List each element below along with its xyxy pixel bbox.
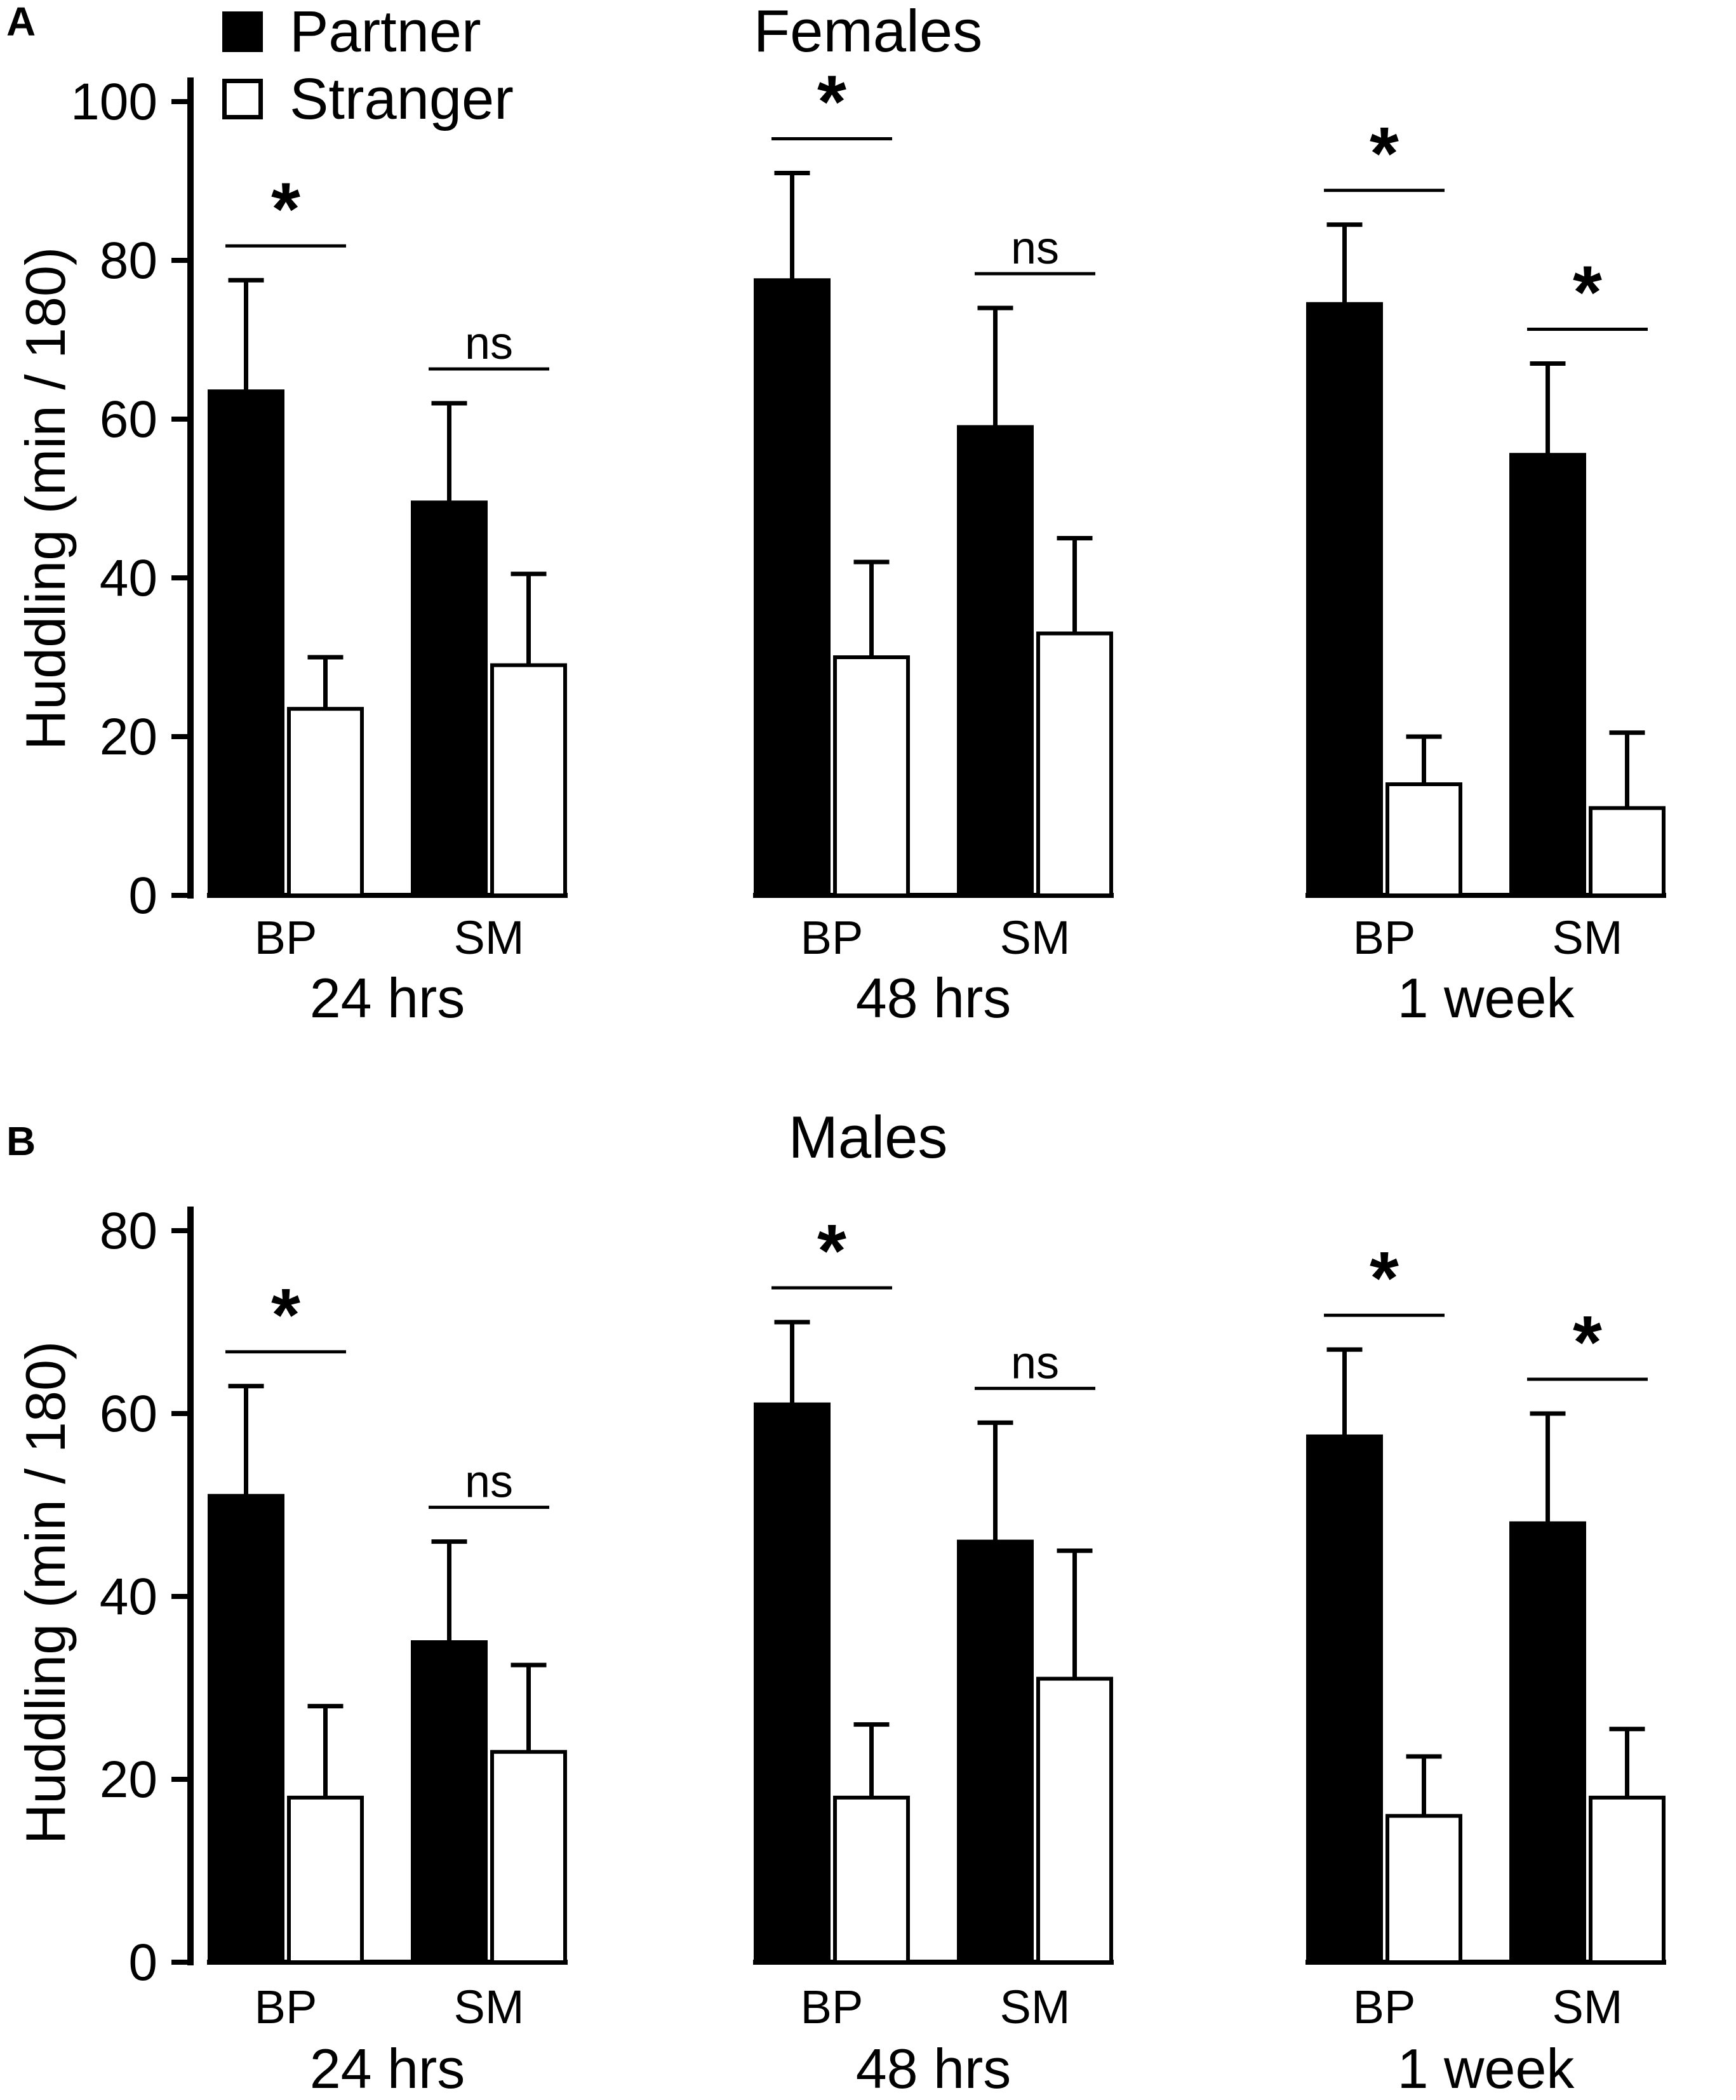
y-tick-label: 60: [100, 1385, 157, 1443]
bar-partner: [1509, 1521, 1586, 1964]
group-label: 1 week: [1398, 2037, 1575, 2100]
bar-stranger: [287, 707, 364, 897]
y-tick-label: 80: [100, 1202, 157, 1260]
y-tick-label: 20: [100, 708, 157, 766]
legend-label-stranger: Stranger: [290, 67, 514, 131]
x-tick-label: SM: [1552, 911, 1623, 964]
y-tick-label: 40: [100, 1568, 157, 1626]
bar-stranger: [1385, 1814, 1462, 1964]
x-tick-label: SM: [454, 911, 524, 964]
significance-ns: ns: [1011, 1337, 1059, 1388]
group-label: 48 hrs: [856, 2037, 1012, 2100]
significance-star: *: [817, 1209, 846, 1293]
bar-partner: [754, 1402, 831, 1964]
y-axis-label-females: Huddling (min / 180): [14, 246, 77, 751]
bar-stranger: [1589, 1795, 1666, 1965]
group-label: 24 hrs: [310, 2037, 465, 2100]
significance-ns: ns: [1011, 223, 1059, 274]
panel-males: 0 20 40 60 80 BP * SM ns 24 hrs BP * SM ns 48 hrs BP * SM…: [0, 1035, 1736, 2100]
bar-stranger: [287, 1795, 364, 1965]
y-tick-label: 60: [100, 391, 157, 448]
bar-stranger: [490, 663, 567, 897]
significance-star: *: [1573, 1301, 1602, 1384]
x-tick-label: BP: [255, 911, 317, 964]
legend-label-partner: Partner: [290, 0, 481, 64]
y-tick-label: 0: [128, 867, 157, 925]
bar-stranger: [833, 655, 910, 897]
x-tick-label: BP: [801, 1981, 864, 2033]
bar-partner: [208, 1494, 284, 1964]
bar-partner: [754, 278, 831, 897]
significance-ns: ns: [465, 318, 513, 369]
x-tick-label: BP: [255, 1981, 317, 2033]
significance-star: *: [271, 1273, 300, 1357]
bar-partner: [411, 500, 488, 897]
bar-stranger: [1589, 806, 1666, 897]
legend-item-partner: Partner: [222, 3, 514, 61]
x-tick-label: SM: [1000, 911, 1071, 964]
significance-star: *: [1573, 251, 1602, 335]
group-label: 24 hrs: [310, 966, 465, 1029]
bar-partner: [957, 425, 1034, 897]
bar-stranger: [833, 1795, 910, 1965]
bar-stranger: [1036, 1676, 1113, 1964]
y-tick-label: 0: [128, 1934, 157, 1991]
y-tick-label: 100: [70, 73, 157, 131]
significance-star: *: [1370, 1236, 1399, 1320]
legend: Partner Stranger: [222, 3, 514, 128]
bar-partner: [1306, 1435, 1383, 1964]
bar-partner: [1306, 302, 1383, 897]
panel-label-b: B: [6, 1118, 36, 1164]
group-label: 48 hrs: [856, 966, 1012, 1029]
y-axis-label-males: Huddling (min / 180): [14, 1341, 77, 1845]
y-tick-label: 20: [100, 1751, 157, 1809]
significance-star: *: [271, 167, 300, 251]
partner-swatch-icon: [222, 11, 263, 52]
legend-item-stranger: Stranger: [222, 70, 514, 128]
y-tick-label: 40: [100, 549, 157, 607]
chart-title-males: Males: [788, 1104, 948, 1170]
x-tick-label: SM: [1000, 1981, 1071, 2033]
bar-partner: [1509, 453, 1586, 897]
significance-ns: ns: [465, 1457, 513, 1508]
chart-title-females: Females: [753, 0, 983, 64]
group-label: 1 week: [1398, 966, 1575, 1029]
x-tick-label: BP: [801, 911, 864, 964]
stranger-swatch-icon: [222, 79, 263, 119]
x-tick-label: SM: [1552, 1981, 1623, 2033]
significance-star: *: [1370, 112, 1399, 196]
x-tick-label: BP: [1353, 1981, 1416, 2033]
bar-stranger: [1036, 631, 1113, 897]
bar-partner: [208, 389, 284, 897]
panel-label-a: A: [6, 0, 36, 44]
significance-star: *: [817, 60, 846, 144]
bar-partner: [411, 1640, 488, 1964]
bar-stranger: [490, 1749, 567, 1965]
bar-partner: [957, 1539, 1034, 1964]
x-tick-label: SM: [454, 1981, 524, 2033]
bar-stranger: [1385, 782, 1462, 897]
x-tick-label: BP: [1353, 911, 1416, 964]
panel-females: 0 20 40 60 80 100 BP * SM ns 24 hrs BP * SM ns 48 hrs BP…: [0, 0, 1736, 1035]
y-tick-label: 80: [100, 232, 157, 290]
